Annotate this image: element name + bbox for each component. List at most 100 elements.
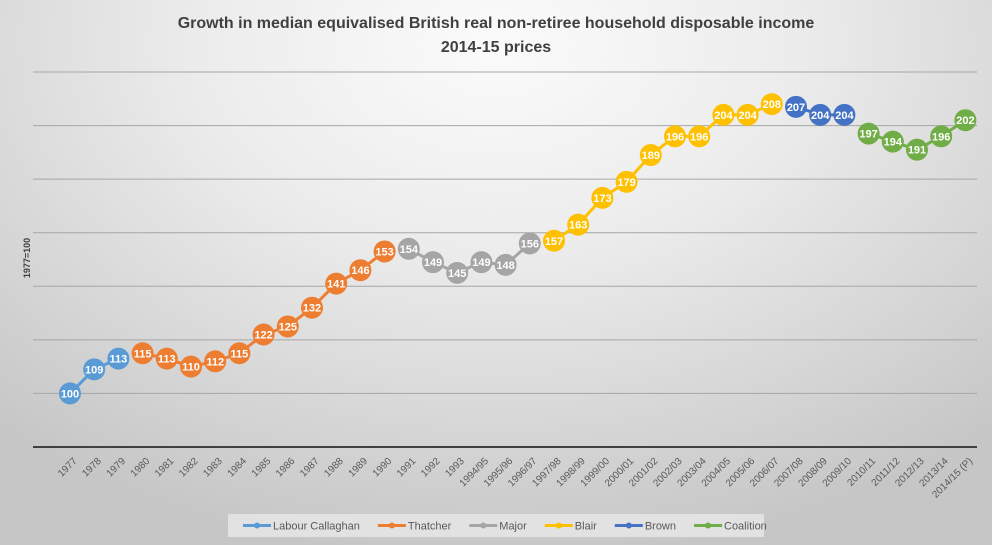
data-label: 112 <box>206 356 224 368</box>
data-point[interactable] <box>664 125 686 148</box>
data-label: 146 <box>351 265 369 277</box>
data-point[interactable] <box>155 347 178 370</box>
data-label: 163 <box>569 220 587 232</box>
data-label: 113 <box>158 354 176 366</box>
x-tick-label: 1980 <box>129 456 153 480</box>
series-major: 154 149 145 149 148 156 <box>397 232 541 284</box>
x-tick-label: 1987 <box>298 456 322 480</box>
legend-marker-icon <box>254 522 260 529</box>
data-label: 196 <box>932 131 950 143</box>
data-label: 196 <box>690 131 708 143</box>
x-tick-label: 1977 <box>56 456 80 480</box>
data-point[interactable] <box>252 323 275 346</box>
chart-subtitle: 2014-15 prices <box>441 39 551 56</box>
data-point[interactable] <box>180 355 202 378</box>
legend-label: Blair <box>575 521 597 533</box>
data-point[interactable] <box>543 229 565 252</box>
data-label: 122 <box>254 330 272 342</box>
data-point[interactable] <box>131 342 154 365</box>
data-label: 145 <box>448 268 466 280</box>
data-label: 113 <box>110 354 128 366</box>
data-point[interactable] <box>373 240 396 263</box>
series-line <box>142 250 386 369</box>
legend-marker-icon <box>480 522 487 529</box>
data-label: 153 <box>375 246 393 258</box>
data-point[interactable] <box>59 382 81 405</box>
x-tick-label: 1988 <box>322 456 346 480</box>
legend-item[interactable]: Blair <box>544 521 597 533</box>
data-point[interactable] <box>930 125 953 148</box>
data-label: 207 <box>787 102 805 114</box>
data-point[interactable] <box>688 125 711 148</box>
legend-label: Thatcher <box>408 521 452 533</box>
data-label: 204 <box>738 110 757 122</box>
series-thatcher: 115 113 110 112 115 122 125 132 141 146 153 <box>131 240 396 378</box>
series-brown: 207 204 204 <box>785 95 856 126</box>
x-tick-label: 1981 <box>153 456 177 480</box>
data-point[interactable] <box>712 103 735 126</box>
y-axis-title: 1977=100 <box>22 238 32 278</box>
data-label: 149 <box>424 257 442 269</box>
data-label: 156 <box>521 238 539 250</box>
legend-item[interactable]: Brown <box>614 521 676 533</box>
legend-item[interactable]: Major <box>469 521 527 533</box>
data-label: 189 <box>642 150 660 162</box>
chart-title: Growth in median equivalised British rea… <box>178 15 815 32</box>
data-point[interactable] <box>615 170 638 193</box>
legend-item[interactable]: Coalition <box>694 521 767 533</box>
data-label: 197 <box>859 129 877 141</box>
data-label: 179 <box>617 177 635 189</box>
data-point[interactable] <box>107 347 130 370</box>
data-point[interactable] <box>276 315 299 338</box>
data-label: 154 <box>400 244 419 256</box>
data-point[interactable] <box>397 237 420 260</box>
x-tick-label: 1991 <box>395 456 419 480</box>
data-point[interactable] <box>639 144 662 167</box>
data-point[interactable] <box>518 232 541 255</box>
legend-label: Major <box>499 521 527 533</box>
data-point[interactable] <box>228 342 251 365</box>
x-tick-label: 1979 <box>105 456 129 480</box>
legend-marker-icon <box>555 522 562 529</box>
data-point[interactable] <box>325 272 348 295</box>
data-point[interactable] <box>857 122 880 145</box>
legend-label: Coalition <box>724 521 767 533</box>
x-tick-label: 1989 <box>347 456 371 480</box>
series-blair: 157 163 173 179 189 196 196 204 204 208 <box>543 93 783 252</box>
data-label: 202 <box>956 115 974 127</box>
data-label: 109 <box>85 364 103 376</box>
x-tick-label: 1982 <box>177 456 201 480</box>
legend-item[interactable]: Thatcher <box>377 521 452 533</box>
data-point[interactable] <box>349 259 372 282</box>
legend-marker-icon <box>705 522 711 529</box>
data-point[interactable] <box>204 350 227 373</box>
legend: Labour Callaghan Thatcher Major Blair Brown C… <box>228 514 767 537</box>
data-point[interactable] <box>954 109 977 132</box>
x-tick-label: 1978 <box>80 456 104 480</box>
data-point[interactable] <box>494 253 517 276</box>
data-label: 196 <box>666 131 684 143</box>
data-label: 132 <box>303 303 321 315</box>
legend-label: Labour Callaghan <box>273 521 360 533</box>
data-point[interactable] <box>567 213 590 236</box>
data-label: 208 <box>763 99 781 111</box>
data-point[interactable] <box>881 130 904 153</box>
data-point[interactable] <box>906 138 928 161</box>
series-labour-callaghan: 100 109 113 <box>59 347 130 405</box>
data-point[interactable] <box>809 103 832 126</box>
data-point[interactable] <box>470 251 493 274</box>
data-point[interactable] <box>83 358 106 381</box>
data-point[interactable] <box>446 261 469 284</box>
data-point[interactable] <box>785 95 807 118</box>
data-point[interactable] <box>591 186 614 209</box>
data-point[interactable] <box>422 251 444 274</box>
data-point[interactable] <box>760 93 783 116</box>
legend-item[interactable]: Labour Callaghan <box>243 521 360 533</box>
data-point[interactable] <box>736 103 759 126</box>
data-point[interactable] <box>301 296 323 319</box>
legend-label: Brown <box>645 521 676 533</box>
data-point[interactable] <box>833 103 856 126</box>
x-tick-label: 1984 <box>226 456 250 480</box>
